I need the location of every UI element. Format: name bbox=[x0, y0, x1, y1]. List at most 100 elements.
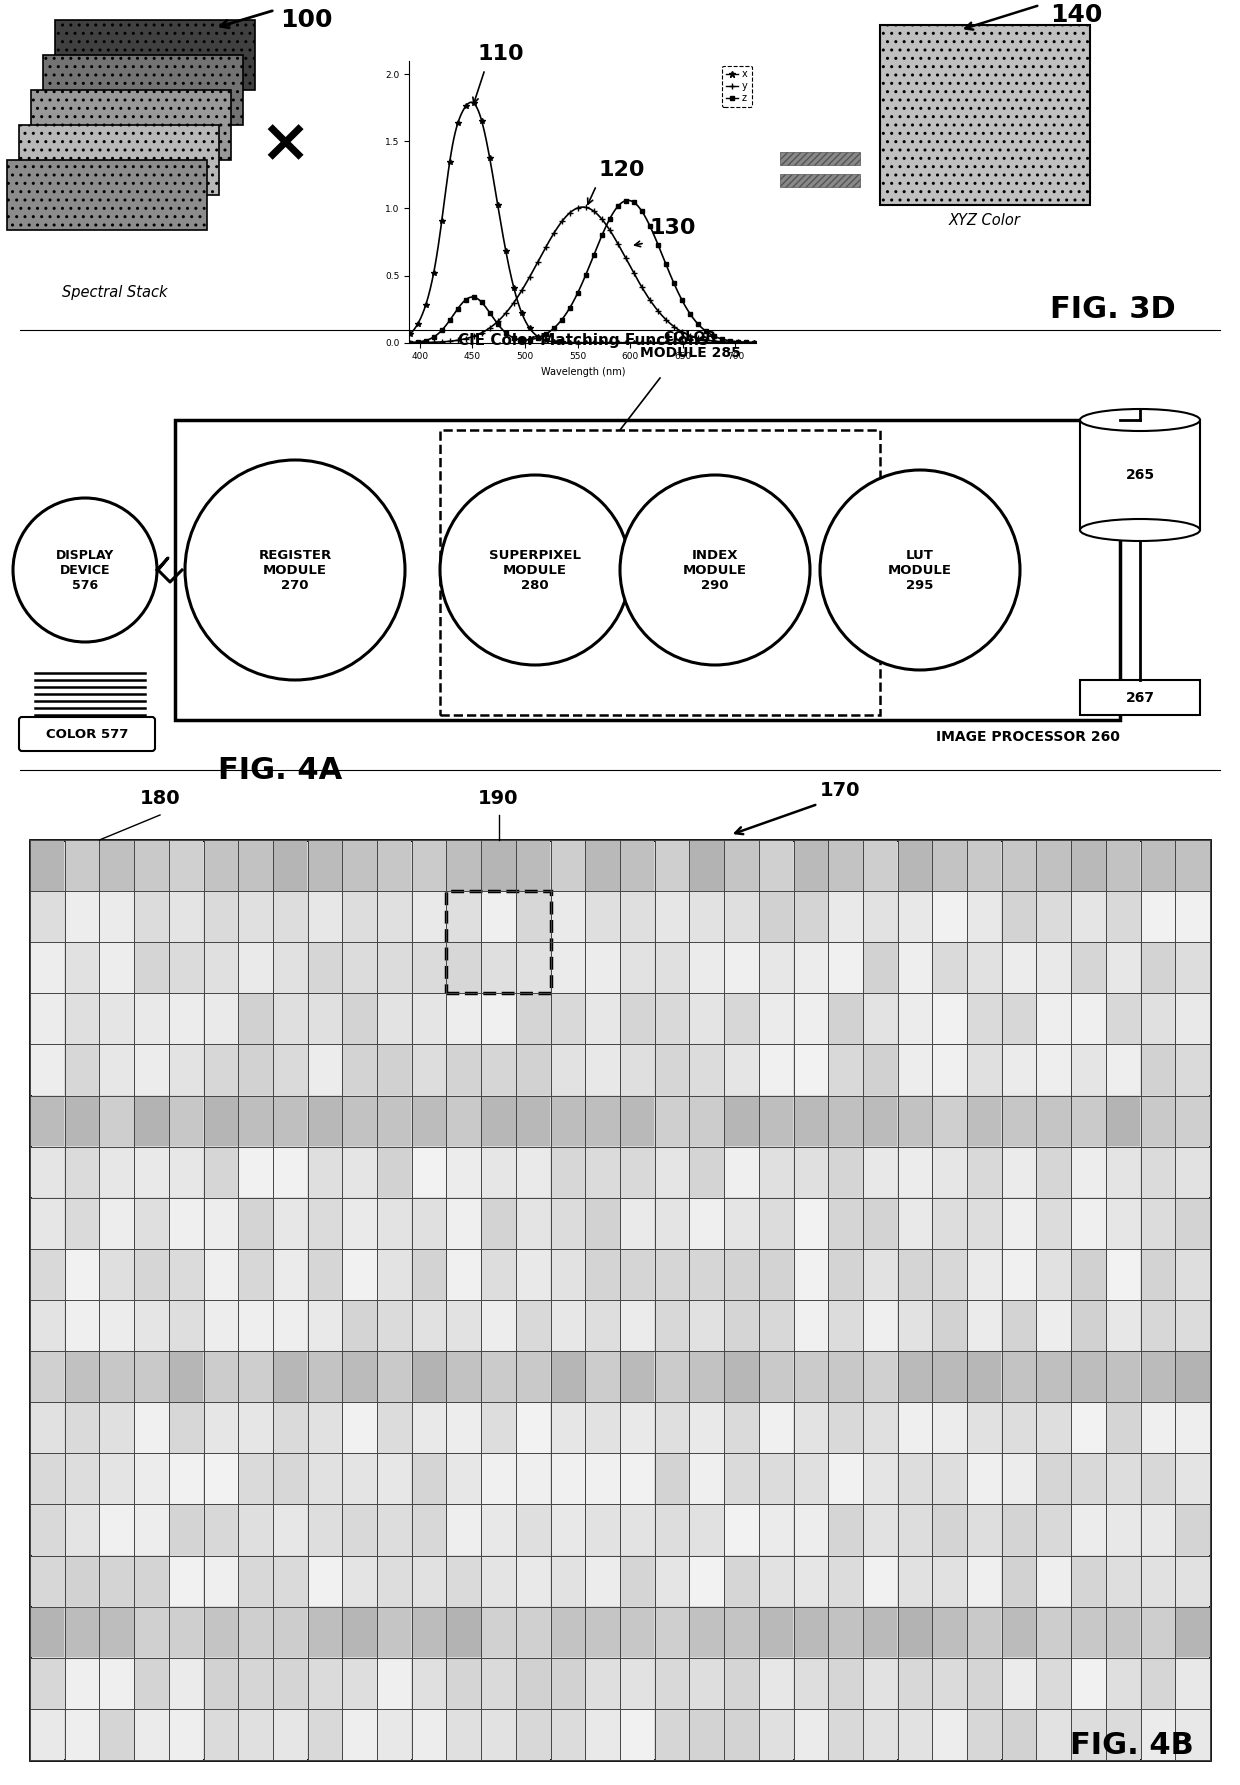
Bar bbox=[1176, 841, 1210, 891]
Bar bbox=[1141, 942, 1176, 992]
Bar bbox=[724, 1198, 759, 1248]
Bar bbox=[203, 1351, 238, 1401]
z bbox=[620, 189, 635, 211]
Bar bbox=[1141, 1299, 1176, 1351]
Bar bbox=[446, 1299, 481, 1351]
Bar bbox=[99, 891, 134, 942]
Bar bbox=[1037, 1606, 1071, 1658]
Bar bbox=[967, 1148, 1002, 1198]
Bar bbox=[967, 1658, 1002, 1708]
Text: FIG. 4B: FIG. 4B bbox=[1070, 1731, 1194, 1760]
Bar bbox=[655, 1198, 689, 1248]
Bar bbox=[1071, 1198, 1106, 1248]
Bar bbox=[134, 1453, 169, 1505]
Bar bbox=[169, 1557, 203, 1606]
Bar bbox=[655, 1606, 689, 1658]
x bbox=[606, 332, 621, 353]
Bar bbox=[169, 1505, 203, 1555]
Bar bbox=[689, 1351, 724, 1401]
z bbox=[371, 332, 386, 353]
Bar bbox=[273, 1351, 308, 1401]
Bar bbox=[967, 1505, 1002, 1555]
Bar bbox=[1141, 1710, 1176, 1760]
Bar bbox=[880, 25, 1090, 205]
Bar bbox=[30, 1351, 64, 1401]
Bar bbox=[724, 1710, 759, 1760]
Bar bbox=[1002, 1299, 1037, 1351]
Bar bbox=[446, 1606, 481, 1658]
Bar bbox=[898, 1658, 932, 1708]
Bar bbox=[759, 1299, 794, 1351]
Bar bbox=[169, 841, 203, 891]
Text: XYZ Color: XYZ Color bbox=[949, 212, 1021, 228]
Bar bbox=[238, 1658, 273, 1708]
y bbox=[575, 196, 590, 218]
Bar bbox=[932, 1250, 967, 1299]
Bar bbox=[863, 1606, 898, 1658]
Bar bbox=[967, 994, 1002, 1044]
Bar bbox=[30, 1148, 64, 1198]
Bar bbox=[1002, 1351, 1037, 1401]
Bar bbox=[516, 1505, 551, 1555]
Text: LUT
MODULE
295: LUT MODULE 295 bbox=[888, 548, 952, 591]
Text: COLOR
MODULE 285: COLOR MODULE 285 bbox=[640, 330, 740, 361]
Bar bbox=[412, 841, 446, 891]
Bar bbox=[342, 1198, 377, 1248]
Bar bbox=[551, 1710, 585, 1760]
Bar bbox=[932, 1096, 967, 1146]
Bar bbox=[134, 1148, 169, 1198]
Bar bbox=[1037, 1403, 1071, 1453]
Bar bbox=[1176, 1096, 1210, 1146]
Bar bbox=[1071, 1044, 1106, 1096]
Bar bbox=[724, 1044, 759, 1096]
Bar bbox=[1106, 1710, 1141, 1760]
Bar bbox=[1002, 1044, 1037, 1096]
Bar bbox=[516, 1710, 551, 1760]
Bar bbox=[1002, 1606, 1037, 1658]
Line: z: z bbox=[376, 198, 780, 345]
Bar bbox=[1071, 1453, 1106, 1505]
Bar bbox=[516, 1250, 551, 1299]
Bar bbox=[551, 1148, 585, 1198]
Bar bbox=[655, 1557, 689, 1606]
Text: 190: 190 bbox=[479, 789, 518, 809]
Bar bbox=[134, 1351, 169, 1401]
Bar bbox=[99, 1710, 134, 1760]
Bar bbox=[308, 1606, 342, 1658]
Bar bbox=[481, 1148, 516, 1198]
Bar bbox=[1071, 1148, 1106, 1198]
Bar bbox=[689, 1148, 724, 1198]
Bar bbox=[1106, 1198, 1141, 1248]
Bar bbox=[238, 1505, 273, 1555]
Bar bbox=[446, 1198, 481, 1248]
Bar bbox=[1141, 1351, 1176, 1401]
Bar bbox=[551, 1606, 585, 1658]
Bar bbox=[43, 55, 243, 125]
Bar bbox=[308, 1250, 342, 1299]
Bar bbox=[689, 1557, 724, 1606]
Bar bbox=[412, 1096, 446, 1146]
Bar bbox=[64, 1148, 99, 1198]
Bar bbox=[828, 1299, 863, 1351]
Bar bbox=[134, 1403, 169, 1453]
Bar bbox=[308, 1710, 342, 1760]
Circle shape bbox=[620, 475, 810, 666]
Bar bbox=[273, 1403, 308, 1453]
z bbox=[551, 312, 565, 334]
Bar bbox=[99, 1250, 134, 1299]
Bar bbox=[863, 1198, 898, 1248]
Bar bbox=[1071, 1557, 1106, 1606]
Bar bbox=[898, 1557, 932, 1606]
Bar bbox=[134, 1710, 169, 1760]
Bar bbox=[620, 1658, 655, 1708]
Bar bbox=[620, 1044, 655, 1096]
Bar bbox=[134, 942, 169, 992]
Bar bbox=[377, 1351, 412, 1401]
Bar bbox=[273, 1198, 308, 1248]
Bar bbox=[932, 1453, 967, 1505]
Bar bbox=[1176, 1148, 1210, 1198]
Bar bbox=[551, 1299, 585, 1351]
Bar bbox=[377, 1250, 412, 1299]
Bar bbox=[863, 942, 898, 992]
Line: x: x bbox=[374, 100, 780, 346]
